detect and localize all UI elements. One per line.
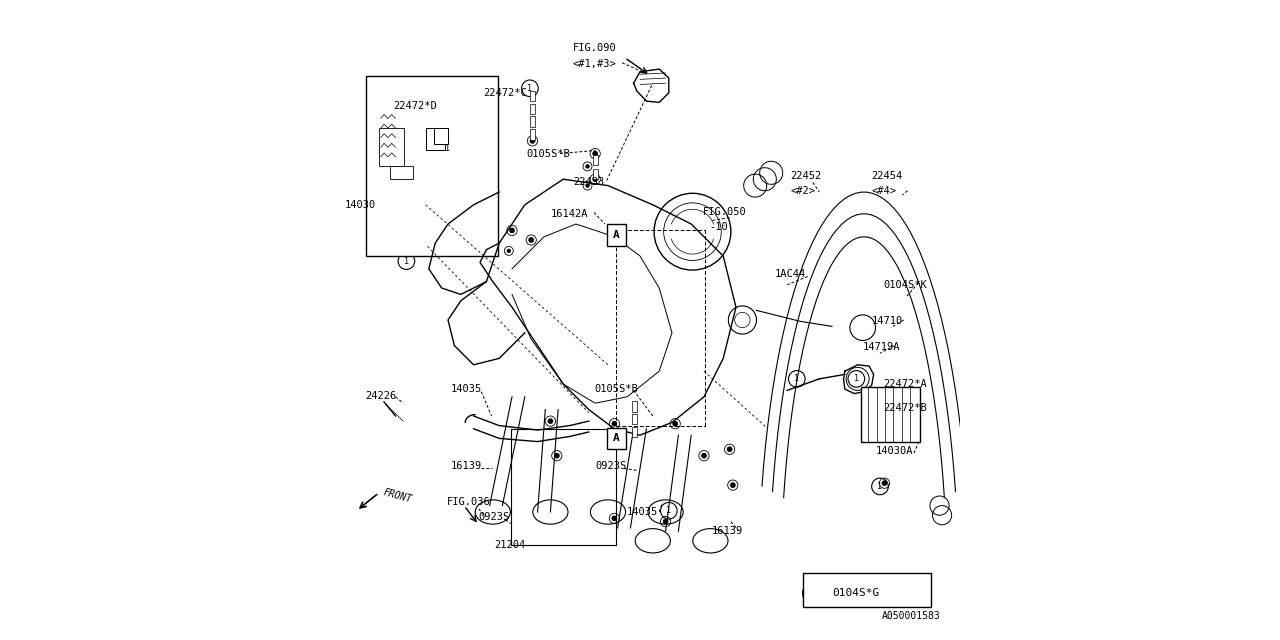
Text: <#2>: <#2> [791, 186, 815, 196]
Circle shape [530, 138, 535, 143]
Text: A: A [613, 433, 620, 444]
Text: FIG.090: FIG.090 [573, 43, 617, 53]
Circle shape [593, 151, 598, 156]
Circle shape [509, 228, 515, 233]
Bar [632, 414, 637, 424]
Text: 14030A: 14030A [876, 446, 913, 456]
Text: 16139: 16139 [712, 526, 742, 536]
Text: A050001583: A050001583 [882, 611, 941, 621]
Circle shape [730, 483, 735, 488]
Text: 0105S*B: 0105S*B [594, 384, 637, 394]
Circle shape [701, 453, 707, 458]
Text: 0104S*K: 0104S*K [883, 280, 927, 290]
Bar [632, 401, 637, 412]
Circle shape [554, 453, 559, 458]
Bar [530, 129, 535, 140]
Text: 1: 1 [445, 144, 451, 153]
Circle shape [673, 421, 678, 426]
Text: 1: 1 [527, 84, 532, 93]
Text: 14719A: 14719A [863, 342, 900, 352]
Text: -10: -10 [709, 222, 728, 232]
Bar [632, 427, 637, 437]
Text: 0923S: 0923S [479, 512, 509, 522]
Text: 1: 1 [878, 482, 882, 491]
Circle shape [663, 519, 668, 524]
Text: 22472*A: 22472*A [883, 379, 927, 389]
Text: 1: 1 [812, 588, 817, 598]
Text: <#4>: <#4> [872, 186, 897, 196]
Text: 22472*B: 22472*B [883, 403, 927, 413]
Text: 1: 1 [667, 506, 671, 515]
Circle shape [585, 184, 589, 188]
Bar [390, 166, 412, 179]
Bar [530, 91, 535, 101]
Circle shape [507, 249, 511, 253]
FancyBboxPatch shape [607, 224, 626, 246]
Text: 22452: 22452 [791, 171, 822, 181]
FancyBboxPatch shape [607, 428, 626, 449]
Text: 24226: 24226 [365, 390, 396, 401]
Text: FRONT: FRONT [381, 488, 413, 504]
Circle shape [612, 421, 617, 426]
Text: 16142A: 16142A [550, 209, 588, 220]
Text: 0105S*B: 0105S*B [526, 148, 570, 159]
Text: 22433: 22433 [573, 177, 604, 188]
Text: FIG.036: FIG.036 [447, 497, 490, 508]
Circle shape [548, 419, 553, 424]
Text: 14710: 14710 [872, 316, 902, 326]
Bar [379, 128, 404, 166]
Text: <#1,#3>: <#1,#3> [573, 59, 617, 69]
Circle shape [727, 447, 732, 452]
Text: 0923S: 0923S [595, 461, 626, 471]
Text: 14035: 14035 [452, 384, 483, 394]
Text: FIG.050: FIG.050 [703, 207, 746, 218]
Text: 1: 1 [795, 374, 799, 383]
Text: 22472*D: 22472*D [394, 100, 438, 111]
Text: 0104S*G: 0104S*G [832, 588, 879, 598]
Circle shape [593, 177, 598, 182]
Bar [860, 387, 919, 442]
Text: 1: 1 [854, 374, 859, 383]
Bar [530, 116, 535, 127]
Circle shape [585, 164, 589, 168]
Text: 21204: 21204 [494, 540, 525, 550]
Text: 22472*C: 22472*C [484, 88, 527, 98]
Bar [366, 76, 498, 256]
Circle shape [612, 516, 617, 521]
Bar [530, 104, 535, 114]
Bar [425, 128, 445, 150]
Text: 1AC44: 1AC44 [774, 269, 805, 279]
Text: 14035: 14035 [627, 507, 658, 517]
Text: A: A [613, 230, 620, 240]
Text: 1: 1 [404, 257, 408, 266]
Bar [593, 155, 598, 165]
Circle shape [882, 481, 887, 486]
Bar [434, 128, 448, 144]
Bar [804, 573, 932, 607]
Bar [593, 169, 598, 179]
Text: 14030: 14030 [344, 200, 375, 210]
Text: 16139: 16139 [452, 461, 483, 471]
Circle shape [529, 237, 534, 243]
Text: 22454: 22454 [872, 171, 902, 181]
